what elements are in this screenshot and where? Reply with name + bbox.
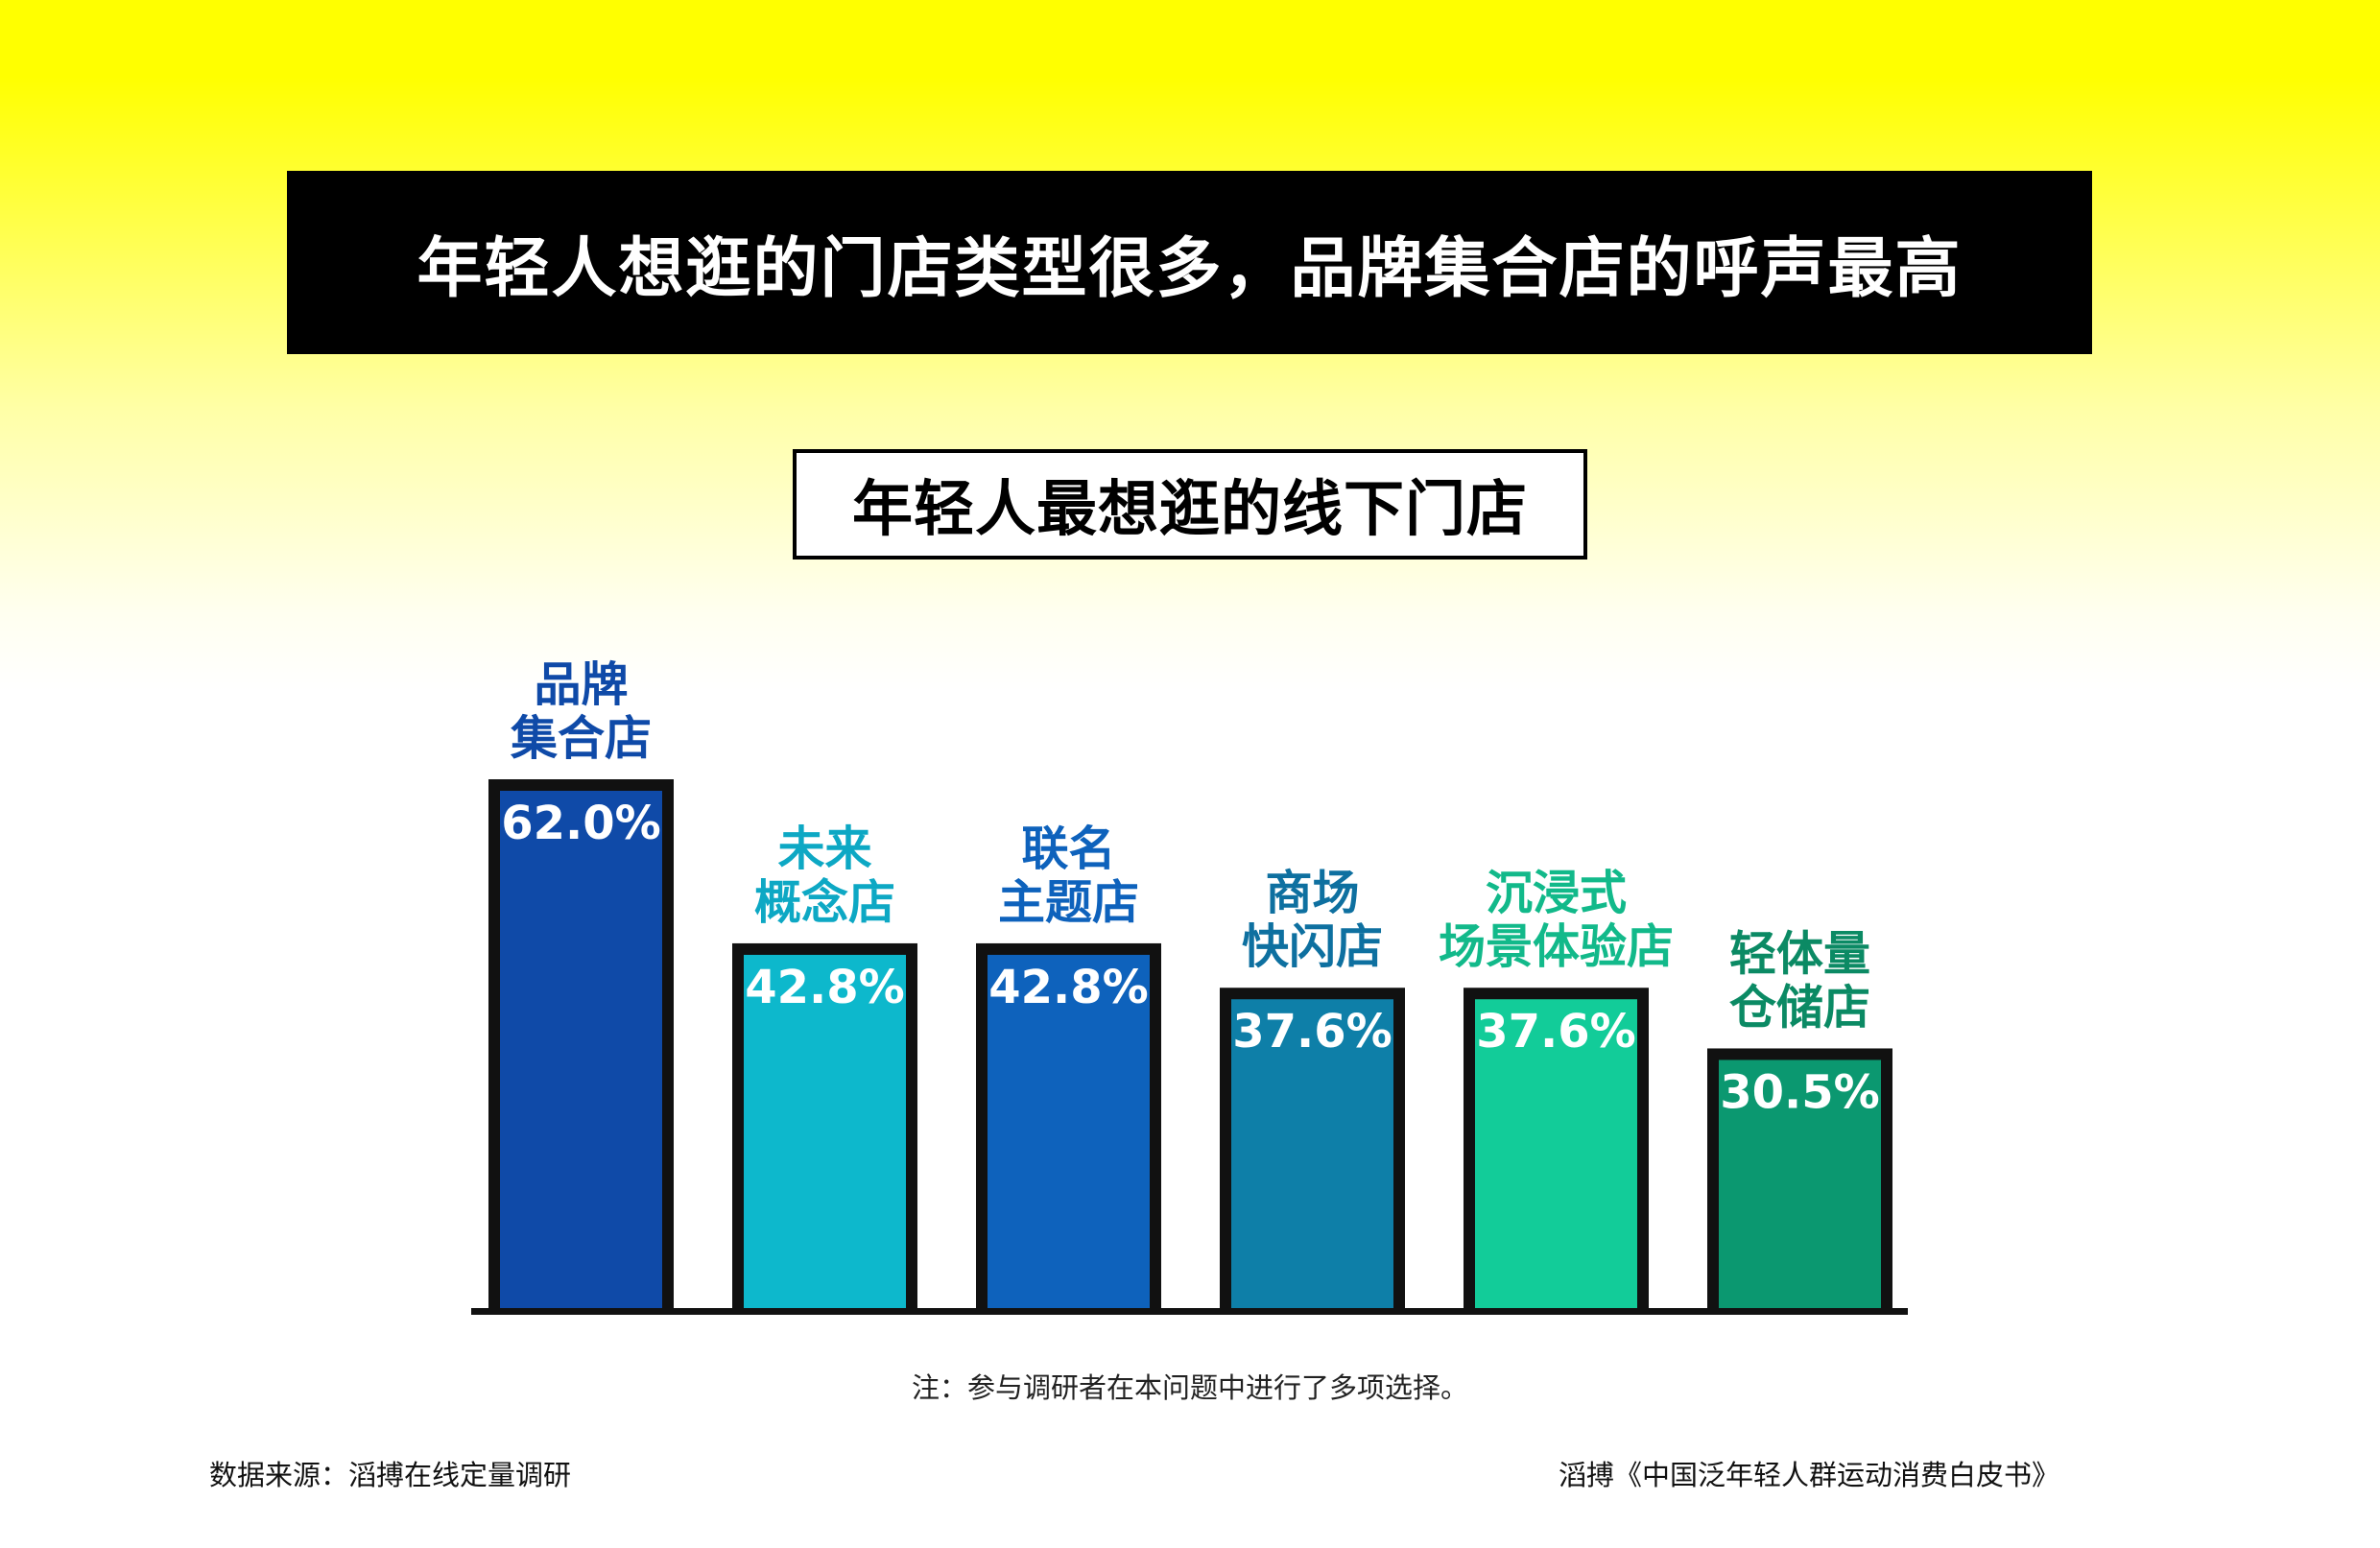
category-label: 轻体量 bbox=[1729, 926, 1870, 981]
chart-title: 年轻人最想逛的线下门店 bbox=[852, 474, 1528, 544]
x-axis-baseline bbox=[471, 1308, 1908, 1315]
bar-value-label: 37.6% bbox=[1232, 1005, 1392, 1059]
bar bbox=[988, 954, 1150, 1309]
bar-value-label: 30.5% bbox=[1720, 1065, 1880, 1119]
category-label: 概念店 bbox=[754, 875, 895, 930]
bar-value-label: 62.0% bbox=[501, 797, 661, 850]
category-label: 场景体验店 bbox=[1439, 919, 1674, 974]
category-label: 集合店 bbox=[510, 711, 652, 766]
bar bbox=[1475, 999, 1637, 1309]
category-label: 快闪店 bbox=[1242, 919, 1383, 974]
category-label: 沉浸式 bbox=[1486, 866, 1627, 920]
bar bbox=[500, 791, 662, 1309]
headline-text: 年轻人想逛的门店类型很多，品牌集合店的呼声最高 bbox=[416, 231, 1963, 307]
bar bbox=[1231, 999, 1393, 1309]
bar-value-label: 42.8% bbox=[745, 961, 905, 1014]
bar-value-label: 42.8% bbox=[988, 961, 1149, 1014]
category-label: 仓储店 bbox=[1729, 980, 1870, 1035]
footnote: 注：参与调研者在本问题中进行了多项选择。 bbox=[911, 1371, 1468, 1404]
report-source: 滔搏《中国泛年轻人群运动消费白皮书》 bbox=[1558, 1459, 2059, 1491]
bar bbox=[1719, 1060, 1881, 1309]
bar-value-label: 37.6% bbox=[1476, 1005, 1636, 1059]
category-label: 未来 bbox=[777, 822, 871, 876]
category-label: 商场 bbox=[1265, 866, 1359, 920]
bar bbox=[744, 954, 906, 1309]
category-label: 品牌 bbox=[534, 657, 628, 712]
data-source: 数据来源：滔搏在线定量调研 bbox=[209, 1459, 572, 1491]
category-label: 主题店 bbox=[998, 875, 1139, 930]
headline-banner: 年轻人想逛的门店类型很多，品牌集合店的呼声最高 bbox=[287, 171, 2092, 354]
category-label: 联名 bbox=[1021, 822, 1115, 876]
chart-title-box: 年轻人最想逛的线下门店 bbox=[793, 449, 1587, 560]
